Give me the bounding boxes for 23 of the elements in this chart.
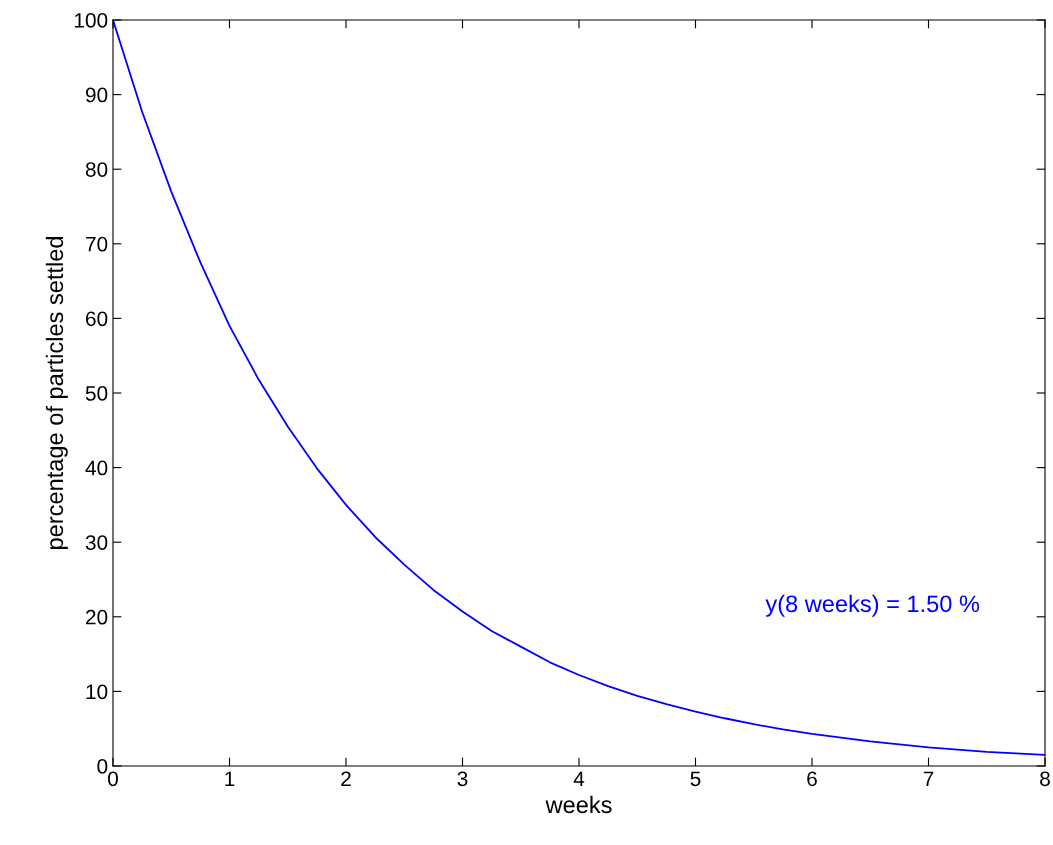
y-axis-title: percentage of particles settled — [45, 237, 68, 549]
x-tick-label: 0 — [108, 771, 118, 787]
y-tick-label: 70 — [86, 236, 108, 252]
x-tick-label: 2 — [341, 771, 351, 786]
x-tick-label: 5 — [690, 771, 701, 787]
x-tick-label: 6 — [807, 771, 817, 787]
y-tick-label: 50 — [85, 386, 108, 401]
y-tick-label: 90 — [85, 87, 108, 103]
x-tick-label: 3 — [457, 771, 468, 787]
y-tick-label: 100 — [74, 13, 108, 28]
annotation: y(8 weeks) = 1.50 % — [765, 594, 980, 617]
y-tick-label: 60 — [86, 311, 108, 327]
y-tick-label: 10 — [86, 684, 108, 700]
y-tick-label: 0 — [97, 759, 108, 774]
y-tick-label: 40 — [85, 460, 108, 476]
x-tick-label: 4 — [573, 771, 585, 786]
x-tick-label: 7 — [923, 771, 934, 786]
y-tick-label: 30 — [85, 535, 108, 550]
x-axis-title: weeks — [545, 795, 612, 814]
x-tick-label: 8 — [1040, 771, 1050, 787]
x-tick-label: 1 — [225, 771, 235, 786]
y-tick-label: 80 — [85, 162, 108, 177]
y-tick-label: 20 — [86, 609, 108, 625]
